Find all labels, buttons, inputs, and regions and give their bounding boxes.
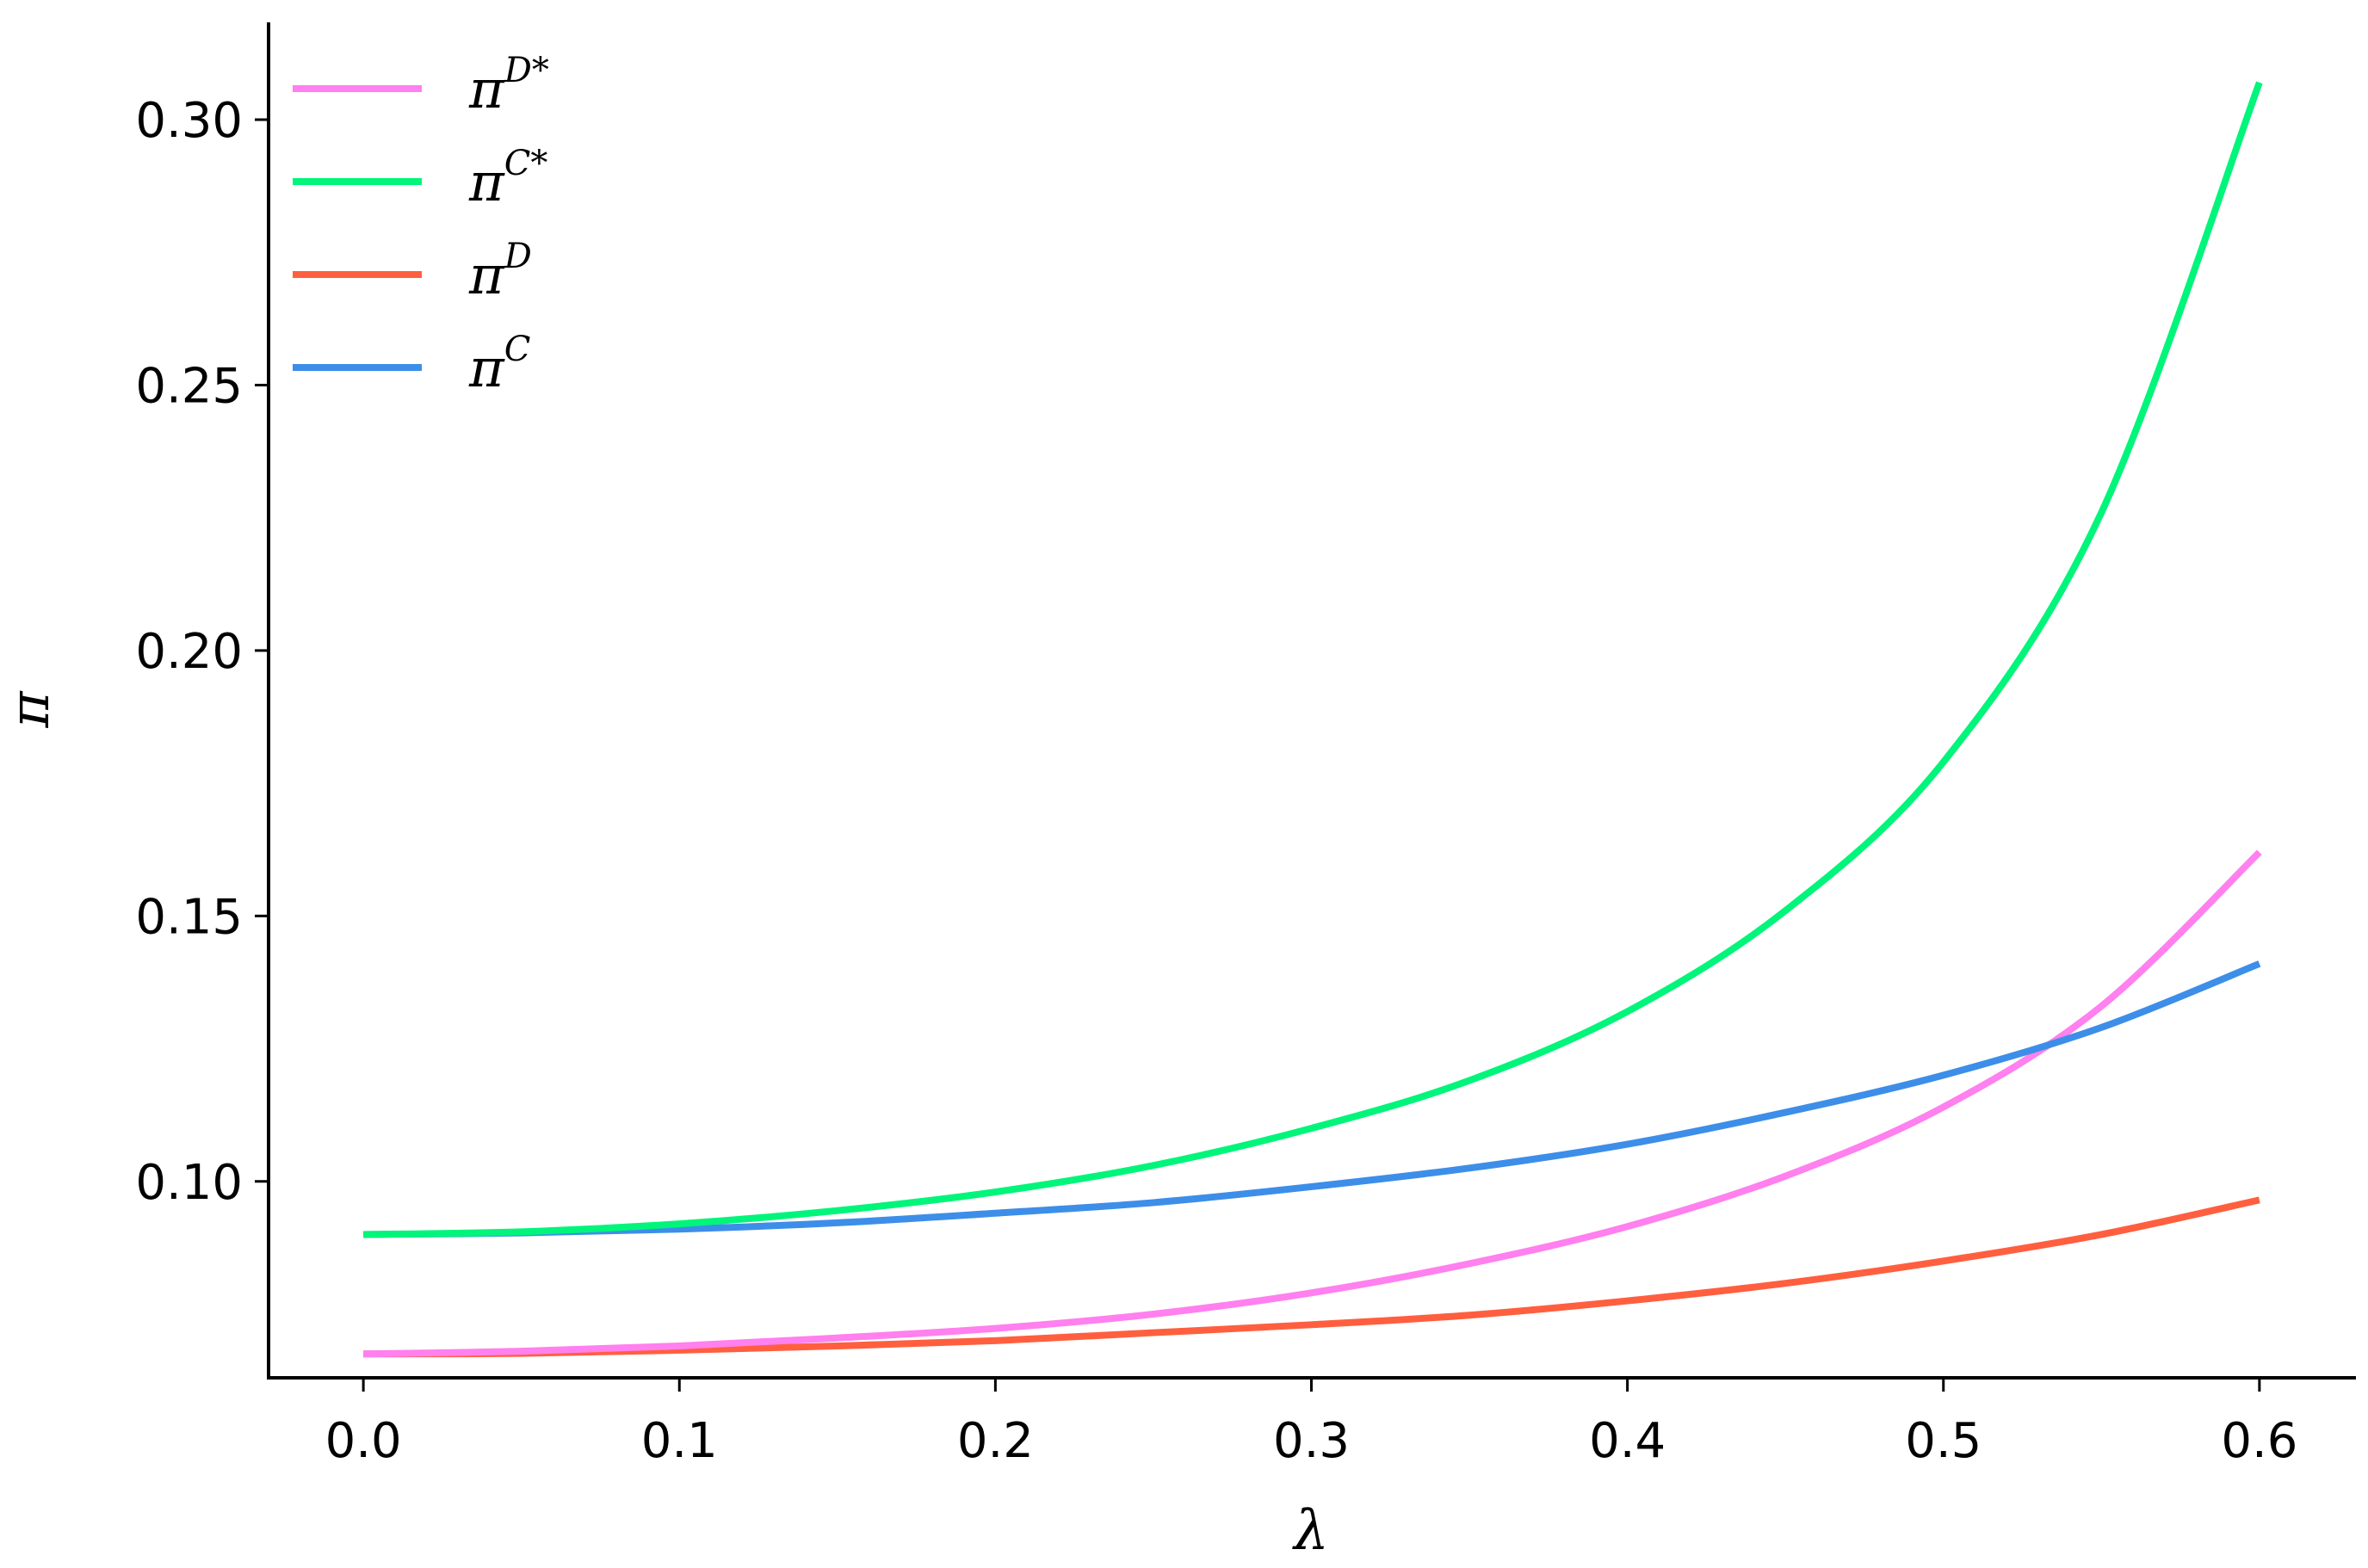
y-tick-label: 0.25 <box>135 358 243 414</box>
legend-label-base: π <box>468 244 505 306</box>
series-line-pi-d <box>363 1196 2260 1358</box>
series-line-pi-d-star <box>363 849 2262 1358</box>
legend-label-superscript: C* <box>504 144 548 183</box>
legend-label: πC <box>468 330 530 399</box>
y-tick-label: 0.20 <box>135 624 243 680</box>
legend-label: πD <box>468 237 532 306</box>
y-tick-label: 0.30 <box>135 93 243 149</box>
legend-label-base: π <box>468 58 505 120</box>
y-tick-label: 0.10 <box>135 1155 243 1211</box>
legend-label-base: π <box>468 336 505 399</box>
x-tick-label: 0.4 <box>1589 1413 1666 1469</box>
axes: 0.0 0.1 0.2 0.3 0.4 0.5 0.6 0.10 0.15 0.20 0.25 0.3… <box>135 22 2356 1469</box>
x-axis-label: λ <box>1291 1499 1329 1563</box>
x-tick-label: 0.5 <box>1905 1413 1982 1469</box>
legend-label-superscript: D <box>504 237 532 276</box>
x-tick-label: 0.1 <box>641 1413 718 1469</box>
x-tick-label: 0.2 <box>957 1413 1034 1469</box>
legend-label: πC* <box>468 144 547 213</box>
legend-label-superscript: C <box>504 330 531 369</box>
legend-label-superscript: D* <box>504 51 549 90</box>
x-tick-label: 0.3 <box>1273 1413 1350 1469</box>
legend-label-base: π <box>468 151 505 213</box>
y-tick-label: 0.15 <box>135 889 243 945</box>
x-tick-label: 0.6 <box>2221 1413 2297 1469</box>
series-lines <box>363 81 2263 1358</box>
x-tick-label: 0.0 <box>325 1413 402 1469</box>
series-line-pi-c-star <box>363 81 2263 1238</box>
legend-label: πD* <box>468 51 549 120</box>
series-line-pi-c <box>363 960 2261 1238</box>
y-axis-label: π <box>0 691 62 729</box>
